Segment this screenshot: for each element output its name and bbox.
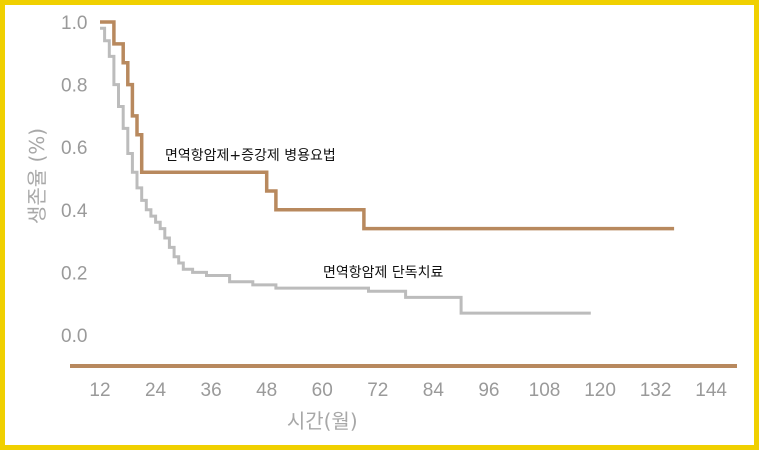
x-tick-label: 132 — [640, 380, 672, 401]
x-tick-label: 60 — [312, 380, 333, 401]
x-tick-label: 36 — [201, 380, 222, 401]
x-tick-label: 96 — [478, 380, 499, 401]
y-tick-label: 0.2 — [61, 263, 87, 284]
x-tick-label: 24 — [145, 380, 167, 401]
x-tick-label: 48 — [256, 380, 277, 401]
y-tick-label: 0.0 — [61, 326, 87, 347]
y-axis-title: 생존율 (%) — [25, 128, 49, 224]
x-tick-label: 108 — [529, 380, 561, 401]
series-label-mono: 면역항암제 단독치료 — [323, 265, 443, 281]
x-tick-label: 120 — [584, 380, 616, 401]
y-tick-label: 0.4 — [61, 201, 88, 222]
series-line-combo — [100, 20, 675, 231]
x-tick-label: 12 — [89, 380, 110, 401]
series-label-combo: 면역항암제+증강제 병용요법 — [165, 148, 336, 164]
x-tick-label: 72 — [367, 380, 388, 401]
y-tick-label: 0.8 — [61, 76, 87, 97]
x-axis-title: 시간(월) — [287, 409, 358, 433]
x-tick-label: 84 — [423, 380, 445, 401]
y-tick-label: 0.6 — [61, 138, 87, 159]
y-tick-label: 1.0 — [61, 13, 87, 34]
series-line-mono — [100, 26, 591, 315]
x-tick-label: 144 — [695, 380, 727, 401]
